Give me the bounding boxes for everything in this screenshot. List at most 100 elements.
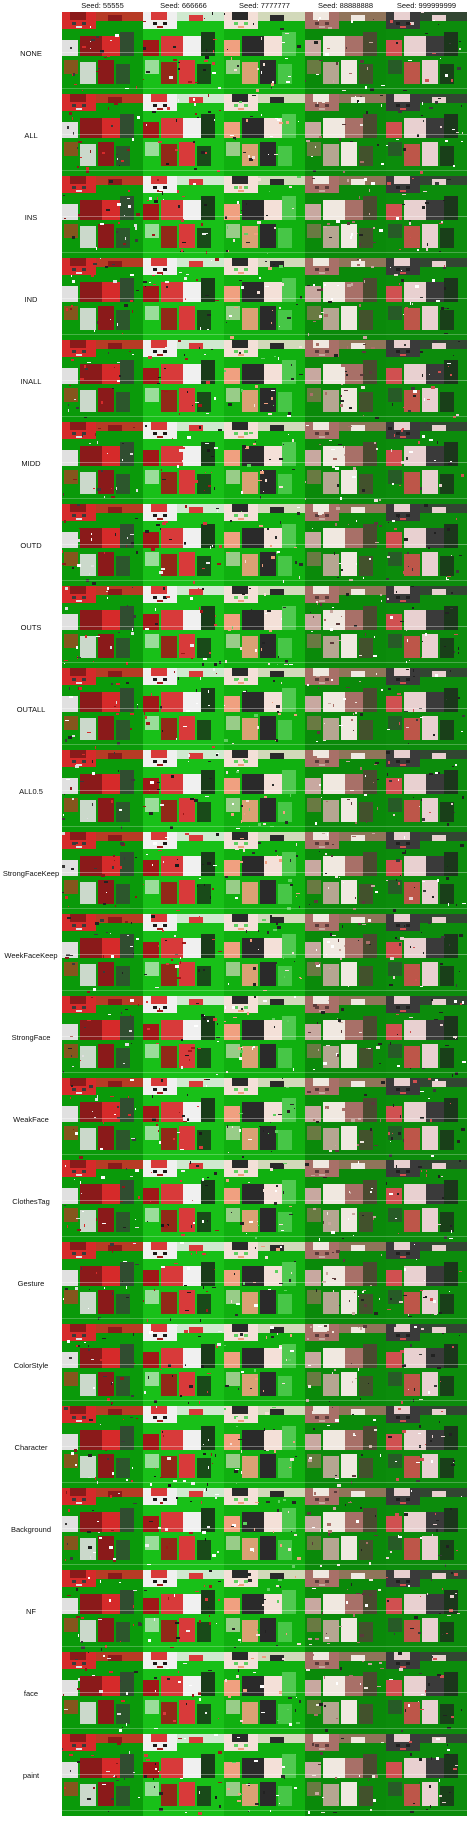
skin-texture-image <box>386 1652 467 1734</box>
skin-texture-image <box>143 12 224 94</box>
skin-texture-image <box>386 176 467 258</box>
skin-texture-image <box>305 1488 386 1570</box>
skin-texture-image <box>305 422 386 504</box>
skin-texture-image <box>143 832 224 914</box>
row-label: ColorStyle <box>13 1360 49 1370</box>
skin-texture-image <box>62 586 143 668</box>
skin-texture-image <box>305 586 386 668</box>
skin-texture-image <box>224 1734 305 1816</box>
skin-texture-image <box>62 422 143 504</box>
seed-label-4: Seed: 88888888 <box>317 1 374 10</box>
skin-texture-image <box>224 258 305 340</box>
skin-texture-image <box>62 176 143 258</box>
skin-texture-image <box>224 176 305 258</box>
skin-texture-image <box>386 258 467 340</box>
skin-texture-image <box>224 668 305 750</box>
skin-texture-image <box>224 914 305 996</box>
row-label: Gesture <box>17 1278 45 1288</box>
skin-texture-image <box>224 1570 305 1652</box>
skin-texture-image <box>224 1652 305 1734</box>
row-label: Background <box>10 1524 52 1534</box>
skin-texture-image <box>224 1078 305 1160</box>
grid-row: Character <box>0 1406 474 1488</box>
skin-texture-image <box>62 1488 143 1570</box>
row-label: MIDD <box>21 458 41 468</box>
skin-texture-image <box>224 832 305 914</box>
skin-texture-image <box>143 1160 224 1242</box>
skin-texture-image <box>224 340 305 422</box>
row-label: INALL <box>20 376 42 386</box>
row-label: NF <box>26 1606 36 1616</box>
skin-texture-image <box>62 1652 143 1734</box>
seed-label-5: Seed: 999999999 <box>396 1 457 10</box>
skin-texture-image <box>143 340 224 422</box>
skin-texture-image <box>305 668 386 750</box>
skin-texture-image <box>143 176 224 258</box>
skin-texture-image <box>305 504 386 586</box>
seed-label-2: Seed: 666666 <box>160 1 207 10</box>
skin-texture-image <box>143 1488 224 1570</box>
grid-row: Gesture <box>0 1242 474 1324</box>
row-label: IND <box>24 294 38 304</box>
grid-row: paint <box>0 1734 474 1816</box>
row-label: ClothesTag <box>12 1196 50 1206</box>
row-label: Character <box>14 1442 48 1452</box>
skin-texture-image <box>305 750 386 832</box>
grid-row: ClothesTag <box>0 1160 474 1242</box>
skin-texture-image <box>224 504 305 586</box>
skin-texture-image <box>143 668 224 750</box>
row-label: WeakFace <box>13 1114 49 1124</box>
grid-row: NF <box>0 1570 474 1652</box>
grid-row: StrongFace <box>0 996 474 1078</box>
skin-texture-image <box>386 1488 467 1570</box>
grid-row: ALL0.5 <box>0 750 474 832</box>
skin-texture-image <box>386 750 467 832</box>
skin-texture-image <box>386 996 467 1078</box>
skin-texture-image <box>386 1570 467 1652</box>
skin-texture-image <box>62 832 143 914</box>
row-label: OUTD <box>20 540 42 550</box>
skin-texture-image <box>305 94 386 176</box>
skin-texture-image <box>224 1242 305 1324</box>
skin-texture-image <box>386 1078 467 1160</box>
skin-texture-image <box>224 12 305 94</box>
skin-texture-image <box>62 668 143 750</box>
skin-texture-image <box>143 1242 224 1324</box>
skin-texture-image <box>62 914 143 996</box>
skin-texture-image <box>62 750 143 832</box>
grid-row: WeekFaceKeep <box>0 914 474 996</box>
skin-texture-image <box>62 1242 143 1324</box>
skin-texture-image <box>62 1406 143 1488</box>
row-label: INS <box>24 212 38 222</box>
skin-texture-image <box>386 1160 467 1242</box>
skin-texture-image <box>224 1160 305 1242</box>
skin-texture-image <box>386 94 467 176</box>
skin-texture-image <box>224 996 305 1078</box>
skin-texture-image <box>143 1078 224 1160</box>
grid-row: IND <box>0 258 474 340</box>
skin-texture-image <box>386 1406 467 1488</box>
skin-texture-image <box>386 1242 467 1324</box>
skin-texture-image <box>305 1652 386 1734</box>
seed-header: Seed: 55555 Seed: 666666 Seed: 7777777 Seed… <box>0 0 474 12</box>
skin-texture-image <box>386 1734 467 1816</box>
grid-row: ALL <box>0 94 474 176</box>
grid-row: NONE <box>0 12 474 94</box>
grid-row: StrongFaceKeep <box>0 832 474 914</box>
skin-texture-image <box>305 1406 386 1488</box>
skin-texture-image <box>62 12 143 94</box>
skin-texture-image <box>143 1734 224 1816</box>
skin-texture-image <box>305 1078 386 1160</box>
skin-texture-image <box>143 914 224 996</box>
skin-texture-image <box>305 258 386 340</box>
seed-label-1: Seed: 55555 <box>81 1 124 10</box>
skin-texture-image <box>305 176 386 258</box>
skin-texture-image <box>224 750 305 832</box>
skin-texture-image <box>386 12 467 94</box>
grid-row: OUTD <box>0 504 474 586</box>
skin-texture-image <box>386 832 467 914</box>
skin-texture-image <box>62 1570 143 1652</box>
grid-row: Background <box>0 1488 474 1570</box>
skin-texture-image <box>386 586 467 668</box>
skin-texture-image <box>143 258 224 340</box>
